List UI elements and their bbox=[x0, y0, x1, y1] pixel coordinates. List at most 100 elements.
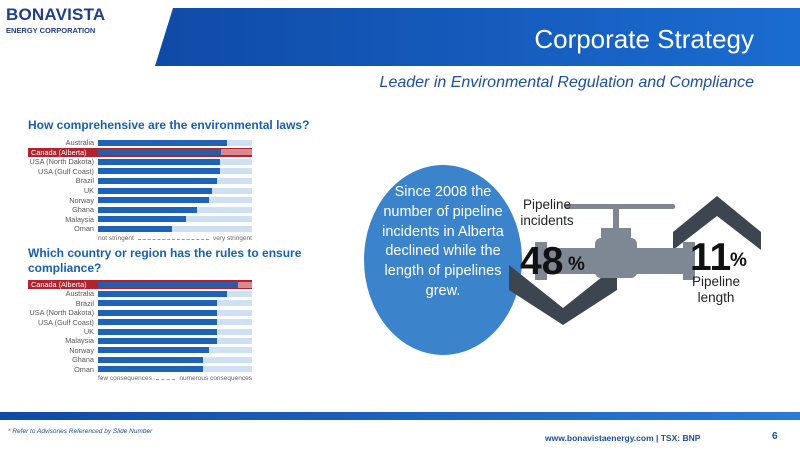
chevron-down-icon bbox=[509, 265, 617, 325]
logo-subtitle: ENERGY CORPORATION bbox=[6, 26, 96, 35]
bar bbox=[98, 281, 239, 288]
chart2-row: Ghana bbox=[28, 355, 252, 364]
bar bbox=[98, 187, 212, 194]
bar-label: USA (North Dakota) bbox=[29, 308, 94, 318]
bar bbox=[98, 139, 228, 146]
bar bbox=[98, 158, 220, 165]
chart-environmental-laws: Australia Canada (Alberta) USA (North Dako… bbox=[28, 138, 252, 242]
bar-label: Brazil bbox=[75, 298, 94, 308]
chart2-question: Which country or region has the rules to… bbox=[28, 246, 302, 275]
chart1-row: Canada (Alberta) bbox=[28, 147, 252, 157]
info-bubble: Since 2008 the number of pipeline incide… bbox=[364, 165, 522, 355]
bar bbox=[98, 168, 220, 175]
chart2-row: USA (Gulf Coast) bbox=[28, 318, 252, 327]
chart1-row: Brazil bbox=[28, 176, 252, 185]
bar bbox=[98, 366, 203, 373]
logo-name: BONAVISTA bbox=[6, 5, 106, 24]
scale-arrow bbox=[156, 379, 175, 380]
bar bbox=[98, 216, 186, 223]
bar-track bbox=[98, 168, 252, 175]
bar-label: Oman bbox=[74, 224, 94, 234]
bar-label: Canada (Alberta) bbox=[31, 280, 87, 289]
bar-track bbox=[98, 149, 252, 156]
footer-bar bbox=[0, 412, 800, 420]
chart1-row: Malaysia bbox=[28, 215, 252, 224]
chart1-row: Ghana bbox=[28, 205, 252, 214]
chart2-row: Oman bbox=[28, 365, 252, 374]
footer-website[interactable]: www.bonavistaenergy.com | TSX: BNP bbox=[545, 433, 701, 443]
bar-track bbox=[98, 225, 252, 232]
banner-shape bbox=[155, 8, 800, 66]
bar-label: Ghana bbox=[72, 205, 94, 215]
chart1-row: USA (North Dakota) bbox=[28, 157, 252, 166]
bar-label: Oman bbox=[74, 364, 94, 374]
bar-label: Malaysia bbox=[65, 214, 94, 224]
page-number: 6 bbox=[772, 431, 778, 442]
bar-track bbox=[98, 177, 252, 184]
bar bbox=[98, 197, 209, 204]
bar bbox=[98, 337, 217, 344]
bar-track bbox=[98, 337, 252, 344]
bar bbox=[98, 328, 217, 335]
bar-track bbox=[98, 290, 252, 297]
scale-right-label: very stringent bbox=[212, 235, 252, 242]
bar-label: Norway bbox=[69, 345, 94, 355]
bar-label: Brazil bbox=[75, 176, 94, 186]
scale-right-label: numerous consequences bbox=[179, 375, 252, 382]
bar bbox=[98, 177, 217, 184]
bar-track bbox=[98, 206, 252, 213]
bar bbox=[98, 206, 197, 213]
incidents-value: 48 bbox=[520, 240, 564, 283]
chart2-row: UK bbox=[28, 327, 252, 336]
bar bbox=[98, 347, 209, 354]
bubble-text: Since 2008 the number of pipeline incide… bbox=[382, 184, 504, 299]
bar-track bbox=[98, 139, 252, 146]
scale-arrow bbox=[138, 239, 209, 240]
bar bbox=[98, 290, 228, 297]
bar-track bbox=[98, 347, 252, 354]
bar bbox=[98, 356, 203, 363]
bar-label: Ghana bbox=[72, 355, 94, 365]
bar-track bbox=[98, 216, 252, 223]
bar-track bbox=[98, 187, 252, 194]
bar-label: Australia bbox=[65, 138, 94, 147]
page-subtitle: Leader in Environmental Regulation and C… bbox=[379, 74, 754, 91]
scale-left-label: few consequences bbox=[98, 375, 152, 382]
incidents-label: Pipeline incidents bbox=[520, 197, 574, 228]
bar bbox=[98, 149, 222, 156]
bar-track bbox=[98, 366, 252, 373]
chevron-up-icon bbox=[673, 196, 761, 250]
chart2-row: Norway bbox=[28, 346, 252, 355]
bar-track bbox=[98, 319, 252, 326]
bar-track bbox=[98, 328, 252, 335]
bar-label: Australia bbox=[65, 289, 94, 299]
bar-track bbox=[98, 300, 252, 307]
bar-label: Malaysia bbox=[65, 336, 94, 346]
chart2-row: Malaysia bbox=[28, 336, 252, 345]
bar-label: Canada (Alberta) bbox=[31, 147, 87, 157]
bar bbox=[98, 319, 217, 326]
bar-track bbox=[98, 197, 252, 204]
incidents-unit: % bbox=[568, 254, 585, 275]
bar-track bbox=[98, 356, 252, 363]
bar bbox=[98, 225, 172, 232]
length-value: 11 bbox=[690, 236, 732, 279]
length-unit: % bbox=[730, 250, 747, 271]
chart1-row: UK bbox=[28, 186, 252, 195]
bar-track bbox=[98, 281, 252, 288]
chart2-row: Australia bbox=[28, 289, 252, 298]
bar-label: USA (Gulf Coast) bbox=[38, 317, 94, 327]
page-title: Corporate Strategy bbox=[534, 24, 754, 54]
bar-label: USA (Gulf Coast) bbox=[38, 166, 94, 176]
chart1-question: How comprehensive are the environmental … bbox=[28, 118, 310, 132]
chart2-row: Canada (Alberta) bbox=[28, 280, 252, 289]
chart1-row: Oman bbox=[28, 224, 252, 233]
footnote: * Refer to Advisories Referenced by Slid… bbox=[8, 428, 153, 435]
chart1-row: Australia bbox=[28, 138, 252, 147]
bar-label: USA (North Dakota) bbox=[29, 157, 94, 167]
chart-compliance-rules: Canada (Alberta) Australia Brazil USA (Nort… bbox=[28, 280, 252, 385]
bar-label: UK bbox=[83, 327, 94, 336]
bar-label: Norway bbox=[69, 195, 94, 205]
bar bbox=[98, 309, 217, 316]
length-label: Pipeline length bbox=[691, 274, 741, 305]
